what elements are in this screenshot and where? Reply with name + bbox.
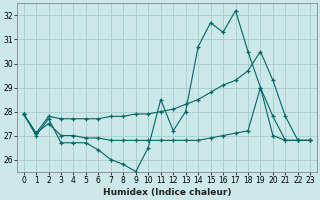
X-axis label: Humidex (Indice chaleur): Humidex (Indice chaleur) [103, 188, 231, 197]
